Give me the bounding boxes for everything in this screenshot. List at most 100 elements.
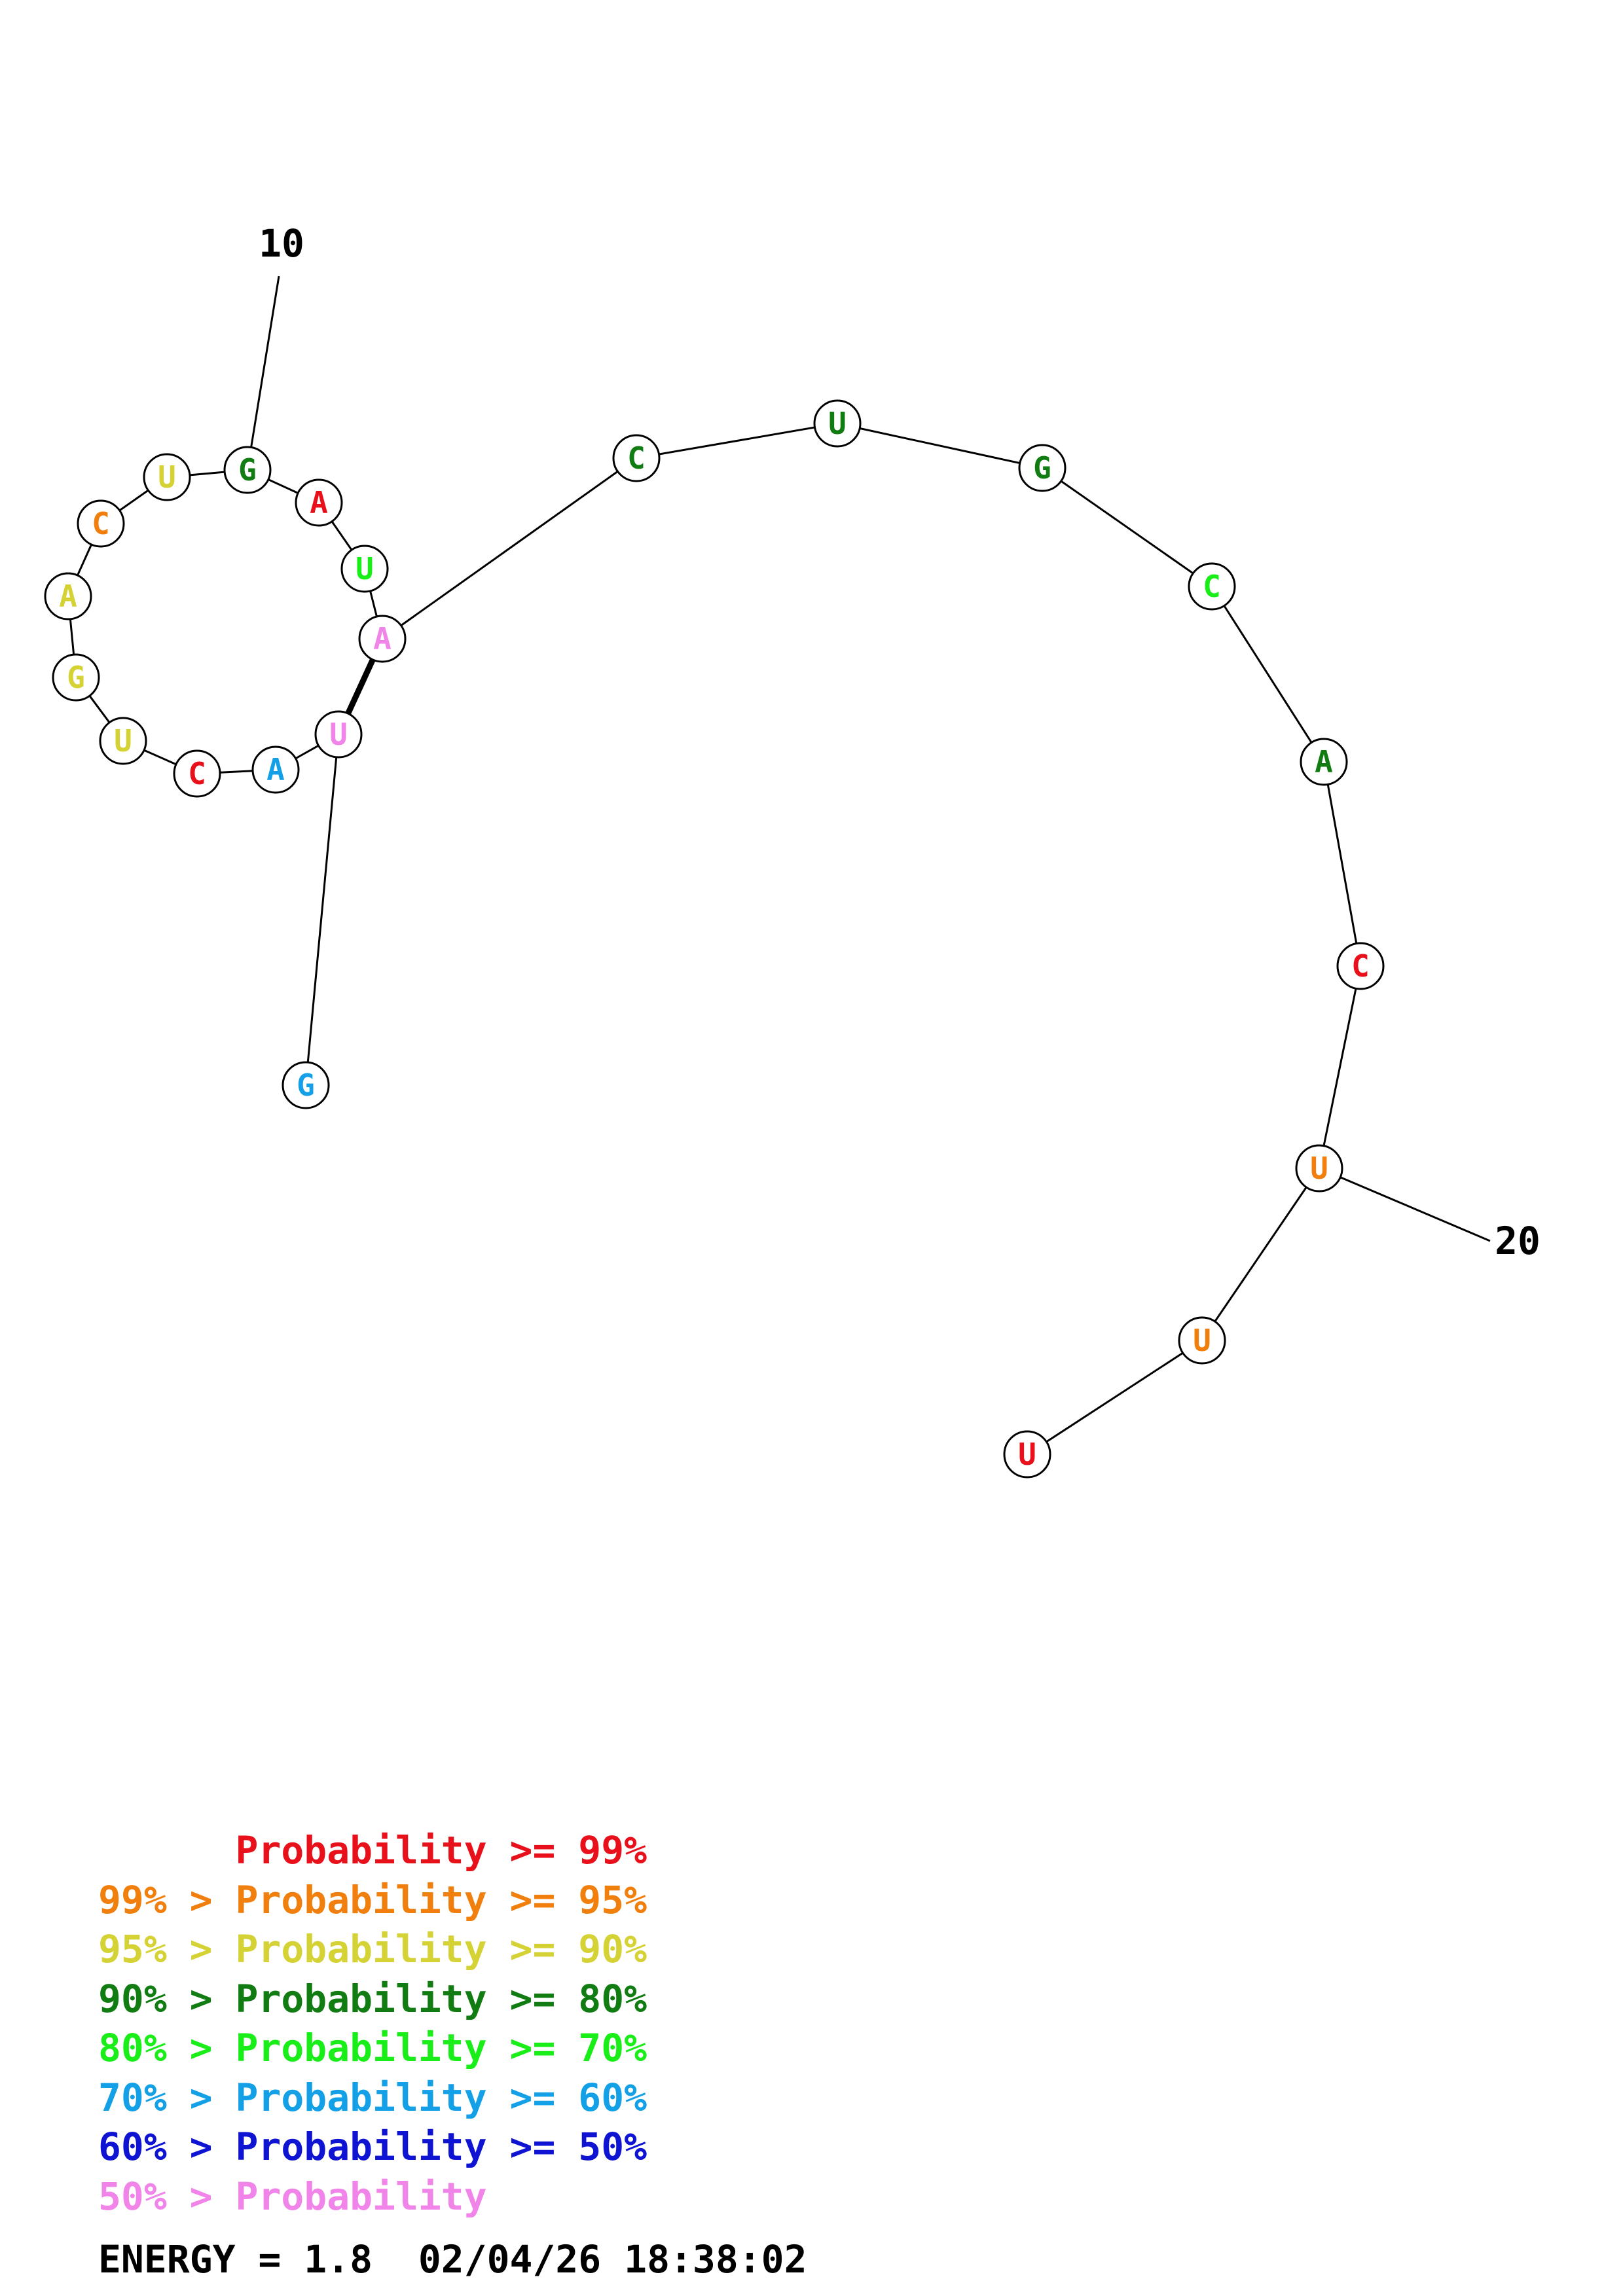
nucleotide-node: U [99,717,147,765]
nucleotide-node: A [1300,738,1348,786]
nucleotide-node: U [340,545,389,593]
backbone-segment [636,422,838,459]
probability-legend: Probability >= 99% 99% > Probability >= 9… [98,1826,647,2221]
position-markers: 10 20 [246,221,1541,1263]
nucleotide-base: U [1310,1151,1328,1186]
position-marker-line [246,276,280,471]
nucleotide-node: U [1003,1430,1051,1479]
legend-prefix: 80% > [98,2026,236,2070]
nucleotide-node: U [1178,1316,1226,1365]
nucleotide-node: C [173,749,221,798]
legend-prefix: 70% > [98,2075,236,2120]
nucleotide-circle [44,572,92,620]
nucleotide-circle [223,446,272,494]
nucleotide-circle [358,615,407,663]
backbone-segment [1201,1168,1321,1341]
legend-text: Probability [235,2174,487,2219]
nucleotide-node: G [282,1061,330,1109]
nucleotide-base: A [310,485,328,520]
energy-footer: ENERGY = 1.8 02/04/26 18:38:02 [98,2237,807,2282]
energy-label: ENERGY = 1.8 [98,2237,373,2282]
nucleotide-node: G [223,446,272,494]
nucleotide-base: C [627,440,646,476]
legend-text: Probability >= 60% [235,2075,647,2120]
nucleotide-node: C [612,434,661,482]
backbone-segment [304,734,340,1086]
nucleotide-node: U [1295,1144,1343,1193]
nucleotide-base: A [59,579,77,614]
nucleotide-circle [99,717,147,765]
legend-row: 70% > Probability >= 60% [98,2073,647,2123]
legend-row: 60% > Probability >= 50% [98,2123,647,2172]
nucleotide-base: A [373,621,392,656]
legend-row: 80% > Probability >= 70% [98,2024,647,2073]
nucleotide-node: A [251,745,300,794]
nucleotide-node: C [1188,562,1236,611]
nucleotide-circle [52,653,100,702]
backbone-segment [1027,1339,1203,1456]
nucleotide-base: U [1018,1437,1036,1472]
legend-text: Probability >= 50% [235,2125,647,2169]
nucleotide-circle [1003,1430,1051,1479]
nucleotide-node: C [77,499,125,548]
nucleotide-circle [1300,738,1348,786]
nucleotide-circle [251,745,300,794]
backbone-segment [1318,965,1362,1169]
legend-row: 50% > Probability [98,2172,647,2222]
backbone-segment [1211,586,1325,762]
legend-text: Probability >= 90% [235,1927,647,1971]
position-marker-line [1319,1167,1491,1242]
backbone-lines [67,422,1362,1456]
nucleotide-base: C [188,756,206,791]
nucleotide-base: G [297,1067,315,1103]
nucleotide-circle [340,545,389,593]
backbone-segment [1042,467,1213,588]
nucleotide-node: U [143,453,191,501]
nucleotide-base: G [67,660,85,695]
nucleotide-circle [1188,562,1236,611]
legend-text: Probability >= 70% [235,2026,647,2070]
nucleotide-circle [314,710,363,759]
legend-prefix: 90% > [98,1976,236,2021]
nucleotide-node: C [1336,942,1385,990]
legend-text: Probability >= 80% [235,1976,647,2021]
nucleotide-circle [282,1061,330,1109]
nucleotide-base: C [1351,948,1370,984]
nucleotide-node: A [358,615,407,663]
nucleotide-base: U [828,406,847,441]
nucleotide-node: G [52,653,100,702]
nucleotide-circle [612,434,661,482]
nucleotide-base: C [1203,569,1221,604]
nucleotide-base: U [158,459,176,495]
legend-row: 90% > Probability >= 80% [98,1975,647,2024]
nucleotide-circle [295,478,343,527]
nucleotide-circle [1295,1144,1343,1193]
legend-row: 99% > Probability >= 95% [98,1876,647,1926]
legend-text: Probability >= 99% [235,1828,647,1873]
legend-row: Probability >= 99% [98,1826,647,1876]
nucleotide-base: G [238,452,257,488]
position-marker-label: 20 [1495,1219,1541,1263]
nucleotide-circle [173,749,221,798]
legend-prefix: 60% > [98,2125,236,2169]
position-marker-label: 10 [259,221,304,266]
legend-prefix: 99% > [98,1877,236,1922]
nucleotide-base: C [92,506,110,541]
nucleotide-node: G [1018,444,1067,492]
backbone-segment [382,457,637,640]
timestamp: 02/04/26 18:38:02 [418,2237,807,2282]
nucleotide-base: G [1033,450,1051,486]
nucleotide-node: U [314,710,363,759]
nucleotide-circle [813,399,862,448]
nucleotide-node: A [295,478,343,527]
nucleotide-base: U [114,723,132,759]
nucleotide-circle [1336,942,1385,990]
legend-text: Probability >= 95% [235,1877,647,1922]
legend-prefix: 95% > [98,1927,236,1971]
nucleotide-node: A [44,572,92,620]
backbone-segment [1322,761,1362,967]
legend-row: 95% > Probability >= 90% [98,1925,647,1975]
legend-prefix: 50% > [98,2174,236,2219]
